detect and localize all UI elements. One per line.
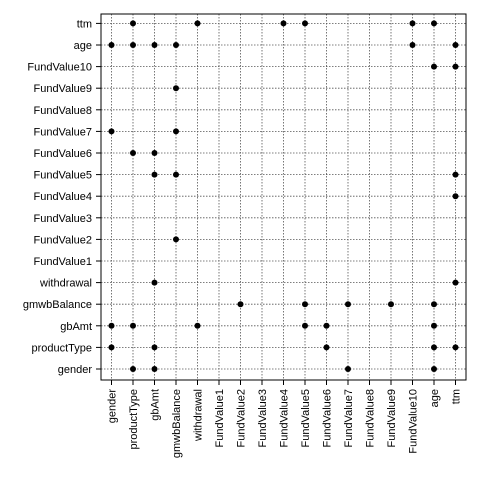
y-tick-label: FundValue3 (33, 213, 92, 225)
data-point (130, 20, 136, 27)
data-point (130, 150, 136, 156)
data-point (452, 193, 459, 200)
data-point (409, 20, 416, 27)
x-tick-label: gbAmt (150, 389, 162, 421)
data-point (108, 42, 115, 48)
data-point (302, 301, 308, 308)
y-axis-labels: gender productType gbAmt gmwbBalance withdra… (23, 18, 92, 376)
y-tick-label: age (74, 40, 92, 52)
y-axis-ticks (96, 22, 101, 370)
plot-frame (100, 13, 467, 381)
data-point (323, 322, 330, 329)
grid-lines (101, 14, 466, 380)
x-tick-label: FundValue7 (343, 389, 355, 448)
y-tick-label: gbAmt (60, 321, 92, 333)
data-point (130, 366, 136, 372)
data-point (431, 301, 437, 308)
x-tick-label: FundValue3 (257, 389, 269, 448)
y-tick-label: FundValue5 (33, 170, 92, 182)
x-tick-label: gmwbBalance (171, 389, 183, 458)
y-tick-label: FundValue6 (33, 148, 92, 160)
data-point (151, 366, 158, 372)
data-point (108, 344, 115, 351)
data-point (452, 171, 459, 178)
data-point (302, 322, 308, 329)
data-point (409, 42, 416, 48)
data-point (452, 279, 459, 286)
data-point (151, 344, 158, 351)
y-tick-label: FundValue7 (33, 126, 92, 138)
x-tick-label: FundValue4 (279, 389, 291, 448)
data-point (151, 171, 158, 178)
data-point (173, 42, 179, 48)
data-point (194, 20, 201, 27)
data-point (388, 301, 394, 308)
data-point (173, 171, 179, 178)
x-tick-label: productType (128, 389, 140, 450)
x-tick-label: FundValue10 (408, 389, 420, 454)
data-point (431, 20, 437, 27)
y-tick-label: gender (58, 364, 93, 376)
x-tick-label: withdrawal (193, 389, 205, 442)
data-point (280, 20, 287, 27)
data-point (151, 279, 158, 286)
y-tick-label: withdrawal (39, 278, 92, 290)
y-tick-label: ttm (77, 18, 92, 30)
data-point (452, 344, 459, 351)
data-point (345, 301, 351, 308)
y-tick-label: productType (31, 342, 92, 354)
data-point (173, 128, 179, 135)
data-point (237, 301, 244, 308)
data-point (431, 344, 437, 351)
x-tick-label: ttm (451, 389, 463, 404)
x-axis-labels: gender productType gbAmt gmwbBalance withdra… (107, 389, 463, 458)
x-tick-label: FundValue6 (322, 389, 334, 448)
data-points (108, 20, 459, 372)
data-point (194, 322, 201, 329)
data-point (302, 20, 308, 27)
data-point (173, 85, 179, 92)
y-tick-label: gmwbBalance (23, 299, 92, 311)
y-tick-label: FundValue4 (33, 191, 92, 203)
data-point (323, 344, 330, 351)
y-tick-label: FundValue2 (33, 234, 92, 246)
x-axis-ticks (111, 380, 456, 385)
data-point (431, 63, 437, 70)
x-tick-label: FundValue5 (300, 389, 312, 448)
data-point (345, 366, 351, 372)
data-point (130, 42, 136, 48)
data-point (151, 42, 158, 48)
x-tick-label: age (429, 389, 441, 407)
x-tick-label: FundValue2 (236, 389, 248, 448)
data-point (431, 366, 437, 372)
y-tick-label: FundValue1 (33, 256, 92, 268)
data-point (431, 322, 437, 329)
y-tick-label: FundValue9 (33, 83, 92, 95)
x-tick-label: FundValue1 (214, 389, 226, 448)
data-point (452, 42, 459, 48)
data-point (108, 322, 115, 329)
data-point (130, 322, 136, 329)
x-tick-label: FundValue8 (365, 389, 377, 448)
data-point (151, 150, 158, 156)
data-point (173, 236, 179, 243)
x-tick-label: FundValue9 (386, 389, 398, 448)
data-point (108, 128, 115, 135)
y-tick-label: FundValue10 (27, 62, 92, 74)
y-tick-label: FundValue8 (33, 105, 92, 117)
data-point (452, 63, 459, 70)
x-tick-label: gender (107, 389, 119, 424)
